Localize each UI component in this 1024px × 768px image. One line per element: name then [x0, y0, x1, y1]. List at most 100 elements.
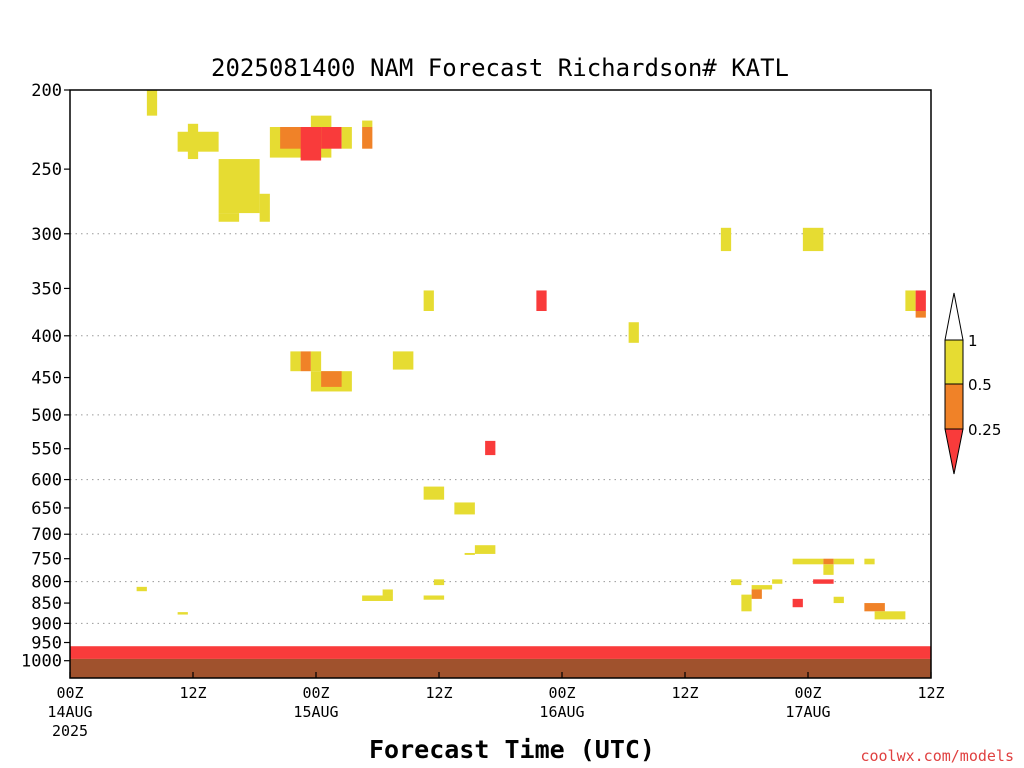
ri-cell: [454, 502, 475, 515]
ri-cell: [864, 558, 875, 565]
x-tick-label: 12Z: [671, 684, 698, 702]
ri-cell: [802, 227, 824, 252]
y-tick-label: 650: [31, 499, 62, 519]
y-tick-label: 200: [31, 81, 62, 101]
colorbar-bin: [944, 428, 964, 475]
ri-cell: [915, 290, 926, 312]
chart-title: 2025081400 NAM Forecast Richardson# KATL: [211, 54, 789, 82]
plot-frame: [69, 89, 932, 679]
x-tick-label: 16AUG: [539, 703, 584, 721]
x-tick-label: 00Z: [302, 684, 329, 702]
ri-cell: [423, 290, 434, 312]
ri-cell: [300, 127, 322, 161]
ri-cell: [720, 227, 732, 252]
ri-cell: [310, 115, 332, 128]
y-tick-label: 600: [31, 471, 62, 491]
ri-cell: [474, 545, 496, 554]
ri-cell: [218, 213, 240, 222]
x-tick-label: 17AUG: [785, 703, 830, 721]
ri-cell: [218, 159, 260, 214]
x-tick-label: 00Z: [548, 684, 575, 702]
data-cells: [70, 90, 931, 659]
colorbar: 0.25 0.5 1: [944, 292, 1001, 475]
ri-cell: [187, 123, 199, 160]
y-tick-label: 550: [31, 440, 62, 460]
x-tick-label: 12Z: [179, 684, 206, 702]
credit-text: coolwx.com/models: [860, 747, 1014, 765]
y-tick-label: 950: [31, 634, 62, 654]
y-tick-label: 900: [31, 614, 62, 634]
y-tick-label: 1000: [21, 652, 62, 672]
colorbar-bin: [944, 383, 964, 430]
ri-cell: [833, 596, 844, 604]
ri-cell: [423, 595, 445, 600]
ri-cell: [772, 579, 783, 584]
ri-cell: [751, 589, 762, 599]
ri-cell: [362, 595, 393, 601]
y-tick-label: 300: [31, 225, 62, 245]
ri-cell: [392, 351, 414, 370]
ri-cell: [823, 558, 834, 565]
x-tick-label: 2025: [52, 722, 88, 740]
y-tick-label: 850: [31, 594, 62, 614]
ri-cell: [300, 351, 311, 372]
ri-cell: [905, 290, 916, 312]
ri-cell: [321, 371, 342, 387]
ri-cell: [362, 127, 373, 149]
ri-cell: [290, 351, 301, 372]
ri-cell: [813, 579, 834, 584]
y-tick-label: 450: [31, 369, 62, 389]
y-tick-label: 350: [31, 279, 62, 299]
colorbar-label: 0.5: [968, 376, 992, 394]
ri-cell: [741, 594, 752, 612]
colorbar-bin: [944, 292, 964, 341]
x-tick-label: 00Z: [794, 684, 821, 702]
ri-cell: [433, 579, 445, 586]
colorbar-label: 0.25: [968, 421, 1001, 439]
ri-cell: [864, 603, 885, 612]
ri-cell: [136, 586, 147, 592]
x-tick-label: 12Z: [917, 684, 944, 702]
ri-cell: [382, 589, 393, 596]
ri-cell: [751, 585, 773, 590]
ri-cell: [485, 440, 496, 456]
y-tick-label: 500: [31, 406, 62, 426]
ri-cell: [321, 127, 342, 149]
ri-cell: [177, 612, 188, 615]
y-tick-label: 700: [31, 525, 62, 545]
colorbar-bin: [944, 339, 964, 385]
ri-cell: [362, 120, 373, 128]
ri-cell: [874, 611, 906, 620]
ri-cell: [259, 193, 270, 222]
gridlines: [70, 233, 931, 662]
ri-cell: [823, 564, 834, 575]
ri-cell: [464, 552, 475, 555]
ri-cell: [628, 322, 639, 343]
x-tick-label: 00Z: [56, 684, 83, 702]
ri-cell: [792, 598, 803, 608]
colorbar-label: 1: [968, 332, 978, 350]
ri-cell: [915, 311, 926, 318]
x-tick-label: 14AUG: [47, 703, 92, 721]
x-axis-title: Forecast Time (UTC): [369, 735, 655, 764]
ri-cell: [310, 351, 322, 372]
y-tick-label: 400: [31, 327, 62, 347]
x-tick-label: 12Z: [425, 684, 452, 702]
ri-cell: [731, 579, 742, 586]
x-tick-label: 15AUG: [293, 703, 338, 721]
y-axis: 200 250 300 350 400 450 500 550 600 650 700 750 8008…: [21, 81, 70, 672]
y-tick-label: 750: [31, 550, 62, 570]
ri-cell: [833, 558, 855, 565]
ri-cell: [280, 127, 301, 149]
y-tick-label: 800: [31, 573, 62, 593]
ground-rect: [70, 658, 931, 678]
ri-cell: [70, 646, 931, 659]
ri-cell: [341, 127, 352, 149]
ri-cell: [792, 558, 824, 565]
ri-cell: [423, 486, 445, 500]
ground-fill: [70, 658, 931, 678]
y-tick-label: 250: [31, 160, 62, 180]
ri-cell: [146, 90, 158, 116]
